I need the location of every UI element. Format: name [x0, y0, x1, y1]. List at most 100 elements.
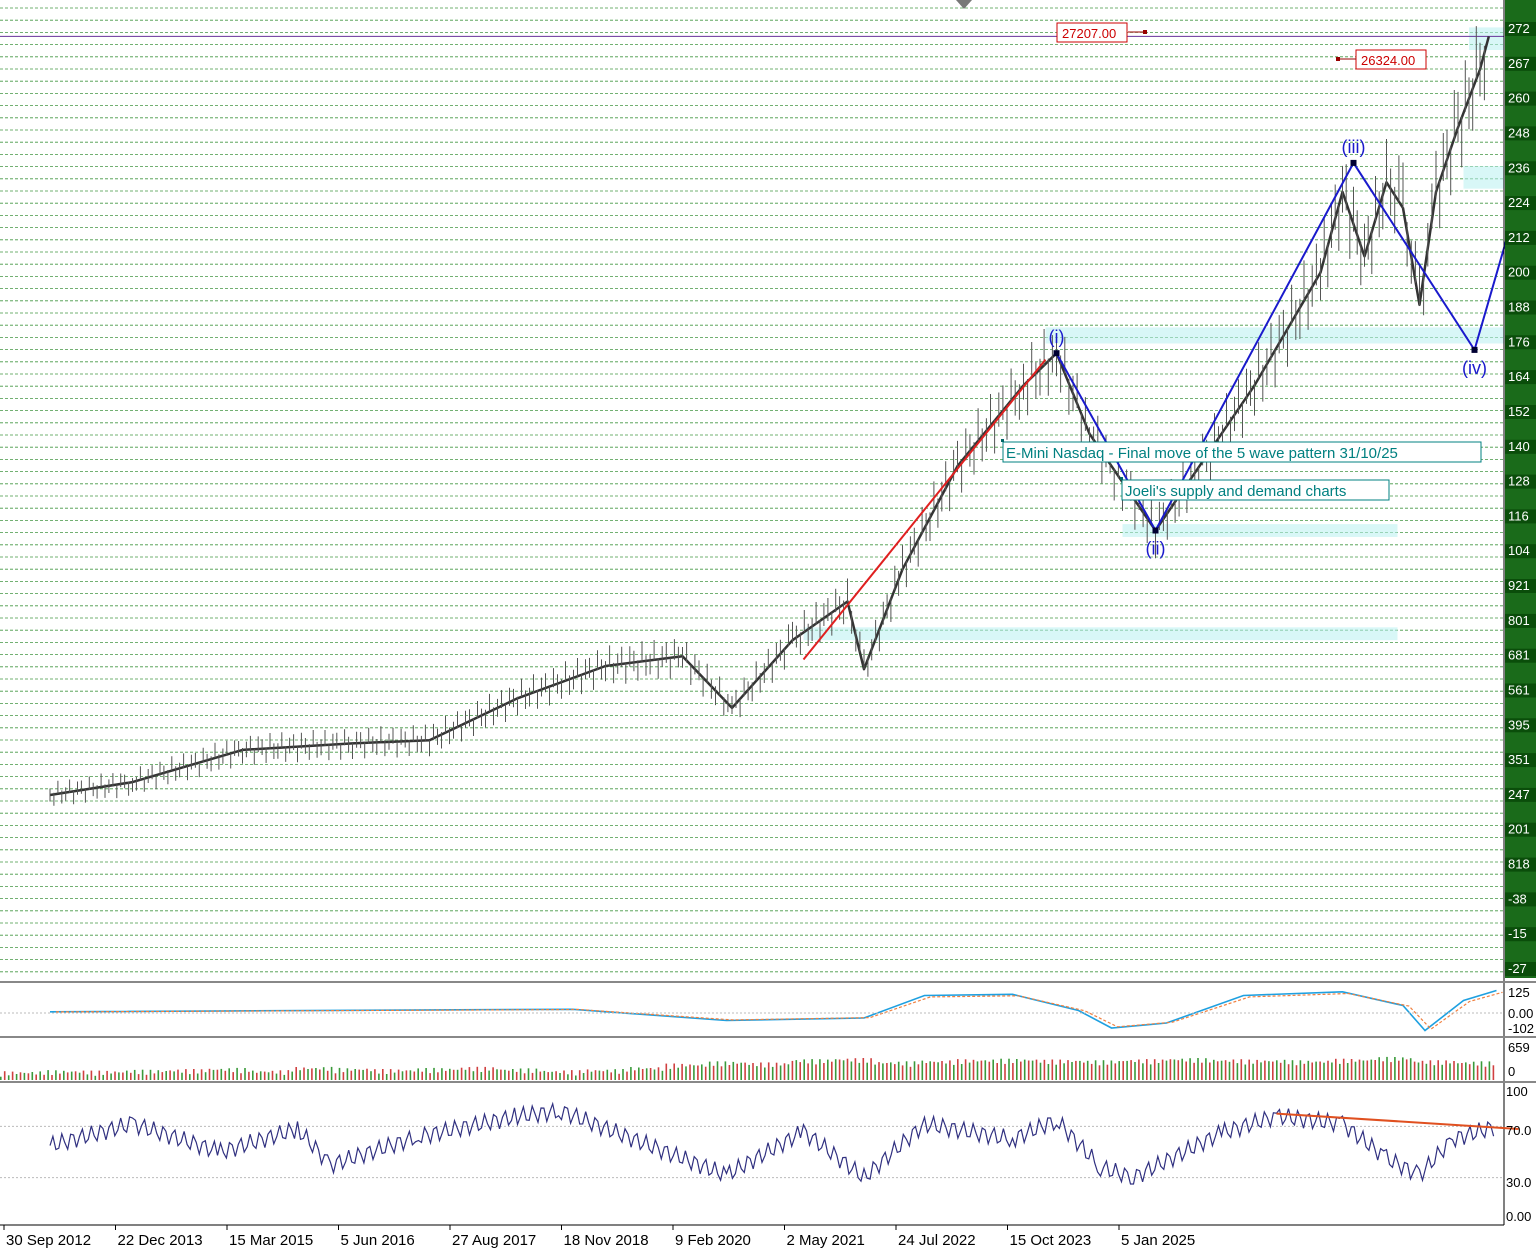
- volume-bar: [603, 1071, 605, 1080]
- rsi-label: 100: [1506, 1084, 1528, 1099]
- volume-bar: [965, 1059, 967, 1080]
- volume-bar: [1099, 1065, 1101, 1080]
- volume-bar: [662, 1071, 664, 1080]
- volume-bar: [1107, 1065, 1109, 1080]
- volume-bar: [733, 1062, 735, 1080]
- volume-bar: [288, 1070, 290, 1080]
- volume-bar: [410, 1070, 412, 1080]
- volume-bar: [614, 1069, 616, 1080]
- volume-bar: [1241, 1059, 1243, 1080]
- volume-bar: [28, 1073, 30, 1080]
- volume-bar: [780, 1066, 782, 1081]
- volume-bar: [996, 1063, 998, 1080]
- volume-bar: [524, 1073, 526, 1080]
- volume-bar: [232, 1072, 234, 1080]
- volume-bar: [866, 1063, 868, 1080]
- level-upper-label: 27207.00: [1062, 26, 1116, 41]
- volume-bar: [1126, 1061, 1128, 1080]
- volume-bar: [1229, 1062, 1231, 1080]
- volume-bar: [252, 1071, 254, 1080]
- volume-bar: [776, 1063, 778, 1080]
- price-axis-label: 801: [1508, 613, 1530, 628]
- volume-bar: [736, 1064, 738, 1080]
- volume-bar: [886, 1063, 888, 1080]
- price-axis-label: 176: [1508, 334, 1530, 349]
- volume-bar: [1111, 1061, 1113, 1081]
- volume-bar: [918, 1064, 920, 1080]
- price-axis-label: 267: [1508, 56, 1530, 71]
- x-axis-label: 15 Oct 2023: [1010, 1232, 1092, 1249]
- volume-bar: [650, 1068, 652, 1080]
- volume-bar: [1398, 1061, 1400, 1080]
- volume-bar: [599, 1071, 601, 1080]
- volume-bar: [1091, 1064, 1093, 1080]
- volume-bar: [1213, 1060, 1215, 1080]
- volume-bar: [1418, 1063, 1420, 1081]
- volume-bar: [756, 1066, 758, 1080]
- volume-bar: [51, 1075, 53, 1080]
- volume-bar: [126, 1071, 128, 1080]
- volume-bar: [173, 1071, 175, 1080]
- volume-bar: [146, 1075, 148, 1080]
- volume-bar: [437, 1072, 439, 1080]
- price-axis-label: 201: [1508, 822, 1530, 837]
- price-axis-label: 921: [1508, 578, 1530, 593]
- volume-bar: [882, 1063, 884, 1080]
- price-axis-label: 247: [1508, 787, 1530, 802]
- wave-label: (ii): [1146, 539, 1166, 559]
- volume-bar: [1004, 1064, 1006, 1080]
- volume-bar: [225, 1071, 227, 1080]
- volume-bar: [1382, 1061, 1384, 1080]
- wave-point: [1351, 160, 1357, 166]
- volume-bar: [764, 1068, 766, 1081]
- volume-bar: [847, 1059, 849, 1080]
- volume-bar: [284, 1075, 286, 1080]
- volume-bar: [1280, 1063, 1282, 1080]
- volume-bar: [551, 1072, 553, 1080]
- volume-bar: [1142, 1063, 1144, 1080]
- volume-bar: [1469, 1064, 1471, 1080]
- volume-bar: [1083, 1063, 1085, 1080]
- volume-bar: [677, 1068, 679, 1080]
- volume-bar: [1437, 1060, 1439, 1080]
- volume-bar: [1028, 1061, 1030, 1081]
- volume-bar: [894, 1064, 896, 1080]
- volume-bar: [1414, 1062, 1416, 1080]
- volume-bar: [177, 1070, 179, 1080]
- note-main-text: E-Mini Nasdaq - Final move of the 5 wave…: [1006, 445, 1398, 462]
- price-axis-label: 128: [1508, 474, 1530, 489]
- volume-bar: [666, 1064, 668, 1080]
- ind1-label: 0.00: [1508, 1006, 1533, 1021]
- volume-bar: [59, 1074, 61, 1080]
- volume-bar: [398, 1070, 400, 1080]
- wave-label: (i): [1049, 327, 1065, 347]
- volume-bar: [181, 1073, 183, 1080]
- volume-bar: [197, 1074, 199, 1081]
- volume-bar: [658, 1067, 660, 1080]
- volume-bar: [221, 1069, 223, 1080]
- volume-bar: [1311, 1063, 1313, 1081]
- volume-bar: [71, 1072, 73, 1080]
- red-wave-line: [804, 360, 1046, 660]
- volume-bar: [1138, 1060, 1140, 1081]
- volume-bar: [607, 1070, 609, 1080]
- volume-bar: [1292, 1060, 1294, 1080]
- volume-bar: [323, 1067, 325, 1080]
- volume-bar: [366, 1069, 368, 1080]
- price-axis-label: 188: [1508, 300, 1530, 315]
- volume-bar: [740, 1063, 742, 1080]
- rsi-line: [50, 1104, 1494, 1184]
- volume-bar: [583, 1073, 585, 1080]
- volume-bar: [772, 1067, 774, 1080]
- volume-bar: [63, 1071, 65, 1080]
- volume-bar: [1300, 1060, 1302, 1080]
- volume-bar: [1154, 1059, 1156, 1080]
- volume-bar: [488, 1071, 490, 1080]
- volume-bar: [276, 1074, 278, 1080]
- supply-demand-zone: [1046, 327, 1505, 343]
- volume-bar: [689, 1065, 691, 1081]
- volume-bar: [1122, 1061, 1124, 1080]
- volume-bar: [929, 1061, 931, 1080]
